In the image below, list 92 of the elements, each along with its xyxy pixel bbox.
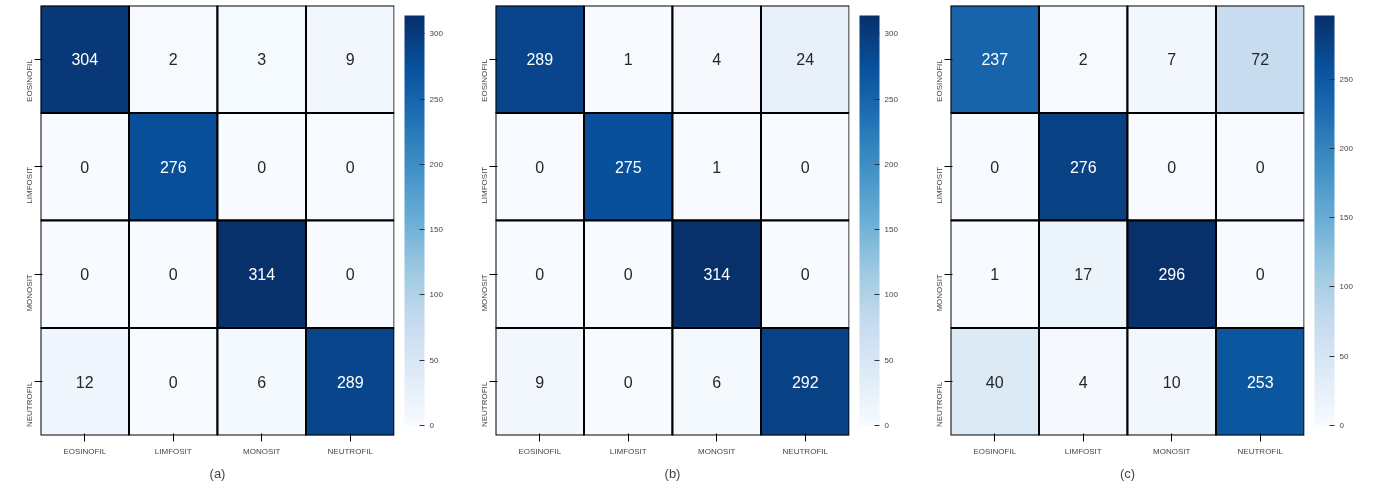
color-bar-label: 100 — [429, 290, 444, 300]
data-label: 24 — [796, 51, 815, 69]
color-bar-label: 150 — [1339, 213, 1354, 223]
color-bar-label: 200 — [1339, 143, 1354, 153]
color-bar-label: 0 — [884, 421, 890, 430]
data-label: 253 — [1246, 373, 1274, 391]
data-label: 0 — [345, 158, 355, 176]
y-tick-label: MONOSIT — [25, 274, 34, 312]
data-label: 9 — [535, 373, 545, 391]
data-label: 0 — [1255, 266, 1265, 284]
data-label: 1 — [623, 51, 633, 69]
data-label: 0 — [168, 266, 178, 284]
color-bar-label: 0 — [429, 421, 435, 430]
data-label: 40 — [985, 373, 1004, 391]
data-label: 0 — [1255, 158, 1265, 176]
text: (c) — [1119, 465, 1136, 481]
y-tick-label: LIMFOSIT — [25, 166, 34, 204]
x-tick-label: LIMFOSIT — [1064, 446, 1102, 456]
y-tick-label: MONOSIT — [480, 274, 489, 312]
y-tick-label: LIMFOSIT — [480, 166, 489, 204]
x-tick-label: LIMFOSIT — [609, 446, 647, 456]
data-label: 0 — [990, 158, 1000, 176]
color-bar-label: 50 — [1339, 351, 1349, 361]
color-bar-label: 150 — [884, 225, 899, 235]
x-tick-label: NEUTROFIL — [782, 446, 829, 456]
data-label: 0 — [80, 158, 90, 176]
x-tick-label: EOSINOFIL — [518, 446, 562, 456]
y-tick-label: EOSINOFIL — [25, 58, 34, 102]
data-label: 17 — [1074, 266, 1093, 284]
color-bar-label: 50 — [884, 355, 894, 365]
y-tick-label: MONOSIT — [935, 274, 944, 312]
color-bar-label: 150 — [429, 225, 444, 235]
data-label: 304 — [71, 51, 99, 69]
data-label: 314 — [248, 266, 276, 284]
data-label: 4 — [1078, 373, 1088, 391]
data-label: 0 — [800, 266, 810, 284]
color-bar-label: 250 — [429, 94, 444, 104]
text: (a) — [209, 465, 226, 481]
color-bar-label: 250 — [1339, 74, 1354, 84]
data-label: 0 — [257, 158, 267, 176]
data-label: 6 — [257, 373, 267, 391]
data-label: 0 — [535, 266, 545, 284]
data-label: 289 — [526, 51, 554, 69]
x-tick-label: LIMFOSIT — [154, 446, 192, 456]
x-tick-label: MONOSIT — [243, 446, 281, 456]
x-tick-label: NEUTROFIL — [1237, 446, 1284, 456]
color-bar-label: 100 — [1339, 282, 1354, 292]
data-label: 9 — [345, 51, 355, 69]
data-label: 0 — [535, 158, 545, 176]
data-label: 237 — [981, 51, 1009, 69]
data-label: 7 — [1167, 51, 1177, 69]
data-label: 276 — [159, 158, 187, 176]
y-tick-label: LIMFOSIT — [935, 166, 944, 204]
data-label: 2 — [1078, 51, 1088, 69]
y-tick-label: EOSINOFIL — [935, 58, 944, 102]
data-label: 10 — [1162, 373, 1181, 391]
x-tick-label: EOSINOFIL — [973, 446, 1017, 456]
color-bar-label: 250 — [884, 94, 899, 104]
x-tick-label: MONOSIT — [1153, 446, 1191, 456]
data-label: 275 — [614, 158, 642, 176]
data-label: 0 — [623, 266, 633, 284]
data-label: 276 — [1069, 158, 1097, 176]
y-tick-label: EOSINOFIL — [480, 58, 489, 102]
color-bar-label: 100 — [884, 290, 899, 300]
data-label: 0 — [168, 373, 178, 391]
color-bar-label: 200 — [884, 159, 899, 169]
data-label: 4 — [712, 51, 722, 69]
data-label: 1 — [990, 266, 1000, 284]
color-bar-label: 0 — [1339, 421, 1345, 430]
data-label: 0 — [345, 266, 355, 284]
data-label: 3 — [257, 51, 267, 69]
x-tick-label: NEUTROFIL — [327, 446, 374, 456]
data-label: 6 — [712, 373, 722, 391]
data-label: 2 — [168, 51, 178, 69]
data-label: 72 — [1251, 51, 1270, 69]
x-tick-label: MONOSIT — [698, 446, 736, 456]
text: (b) — [664, 465, 681, 481]
data-label: 289 — [336, 373, 364, 391]
data-label: 1 — [712, 158, 722, 176]
data-label: 292 — [791, 373, 819, 391]
data-label: 0 — [80, 266, 90, 284]
color-bar-label: 300 — [429, 29, 444, 39]
data-label: 0 — [800, 158, 810, 176]
data-label: 0 — [1167, 158, 1177, 176]
color-bar-label: 300 — [884, 29, 899, 39]
data-label: 12 — [75, 373, 94, 391]
color-bar-label: 200 — [429, 159, 444, 169]
color-bar-label: 50 — [429, 355, 439, 365]
x-tick-label: EOSINOFIL — [63, 446, 107, 456]
data-label: 314 — [703, 266, 731, 284]
data-label: 296 — [1158, 266, 1186, 284]
data-label: 0 — [623, 373, 633, 391]
